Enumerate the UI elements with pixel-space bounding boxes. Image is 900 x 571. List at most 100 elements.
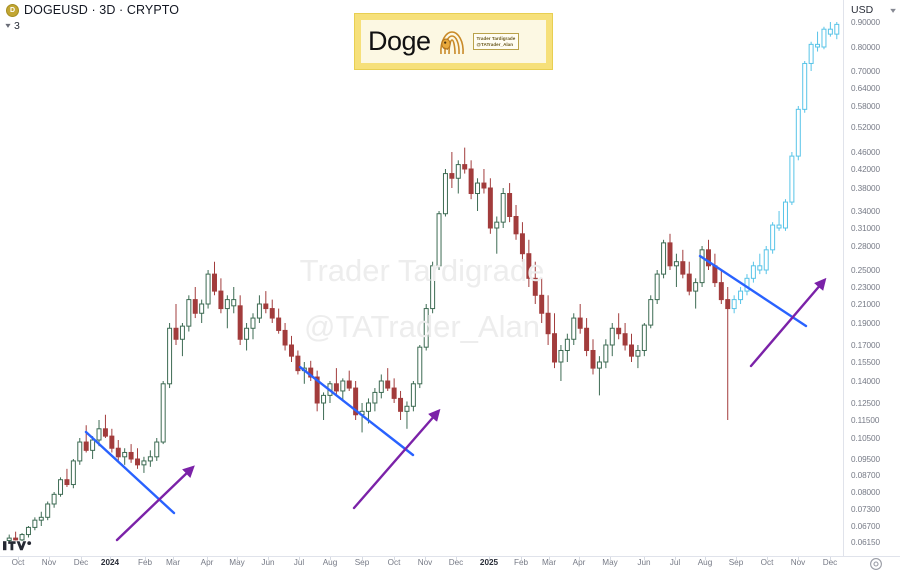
time-axis-label: Sep — [728, 558, 744, 567]
time-axis-label: Oct — [11, 558, 25, 567]
time-axis-label: Nov — [790, 558, 806, 567]
trendline[interactable] — [698, 254, 808, 328]
price-axis-label: 0.42000 — [851, 165, 880, 174]
trendline[interactable] — [298, 365, 415, 457]
price-axis-label: 0.58000 — [851, 102, 880, 111]
doge-banner: Doge Trader Tardigrade @TATrader_Alan — [354, 13, 553, 70]
time-axis-label: Feb — [137, 558, 153, 567]
time-axis-label: Apr — [200, 558, 214, 567]
time-axis-tick — [830, 557, 831, 560]
time-axis-tick — [675, 557, 676, 560]
time-axis-label: Apr — [572, 558, 586, 567]
time-axis-tick — [394, 557, 395, 560]
time-axis-tick — [549, 557, 550, 560]
time-axis-tick — [110, 557, 111, 560]
time-axis-label: Oct — [387, 558, 401, 567]
time-axis-label: Aug — [697, 558, 713, 567]
time-axis-label: 2024 — [100, 558, 120, 567]
time-axis-tick — [767, 557, 768, 560]
price-axis-label: 0.23000 — [851, 283, 880, 292]
currency-label: USD — [851, 4, 874, 16]
price-axis-label: 0.17000 — [851, 341, 880, 350]
time-axis-tick — [299, 557, 300, 560]
tradingview-logo[interactable] — [3, 539, 37, 553]
chart-plot-area[interactable] — [0, 0, 844, 557]
price-axis-label: 0.10500 — [851, 434, 880, 443]
price-axis-label: 0.06700 — [851, 522, 880, 531]
time-axis-tick — [145, 557, 146, 560]
interval-selector[interactable]: ▾ 3 — [5, 20, 20, 32]
time-axis-label: Dec — [73, 558, 89, 567]
breakout-arrow[interactable] — [749, 277, 827, 368]
price-axis[interactable]: USD ▾ 0.90000 0.80000 0.70000 0.64000 0.5800… — [843, 0, 900, 557]
interval-value: 3 — [14, 20, 20, 32]
price-axis-label: 0.14000 — [851, 377, 880, 386]
time-axis-tick — [579, 557, 580, 560]
time-axis-label: May — [602, 558, 618, 567]
time-axis-tick — [521, 557, 522, 560]
price-axis-label: 0.08000 — [851, 488, 880, 497]
time-axis-tick — [173, 557, 174, 560]
price-axis-label: 0.25000 — [851, 266, 880, 275]
price-axis-label: 0.34000 — [851, 207, 880, 216]
projection-candles — [731, 22, 840, 314]
time-axis-tick — [49, 557, 50, 560]
doge-tardigrade-icon — [437, 29, 467, 55]
time-axis-label: Oct — [760, 558, 774, 567]
doge-banner-inner: Doge Trader Tardigrade @TATrader_Alan — [360, 19, 547, 64]
chevron-down-icon[interactable]: ▾ — [890, 5, 896, 15]
time-axis-tick — [644, 557, 645, 560]
price-axis-label: 0.15500 — [851, 358, 880, 367]
time-axis-label: Feb — [513, 558, 529, 567]
badge-line-2: @TATrader_Alan — [476, 41, 514, 47]
price-axis-label: 0.07300 — [851, 505, 880, 514]
price-axis-label: 0.64000 — [851, 84, 880, 93]
time-axis-label: 2025 — [479, 558, 499, 567]
historical-candles — [6, 147, 731, 542]
time-axis-tick — [798, 557, 799, 560]
time-axis-tick — [736, 557, 737, 560]
time-axis-label: Mar — [165, 558, 181, 567]
price-axis-label: 0.52000 — [851, 123, 880, 132]
time-axis[interactable]: Oct Nov Dec 2024 Feb Mar Apr May Jun Jul Aug Sep Oct… — [0, 556, 900, 570]
price-axis-label: 0.46000 — [851, 148, 880, 157]
time-axis-tick — [456, 557, 457, 560]
chevron-down-icon: ▾ — [5, 21, 11, 30]
symbol-header[interactable]: D DOGEUSD · 3D · CRYPTO — [6, 3, 179, 17]
price-axis-label: 0.06150 — [851, 538, 880, 547]
price-axis-label: 0.70000 — [851, 67, 880, 76]
price-axis-header[interactable]: USD ▾ — [844, 2, 900, 18]
time-axis-tick — [610, 557, 611, 560]
price-axis-label: 0.31000 — [851, 224, 880, 233]
price-axis-label: 0.38000 — [851, 184, 880, 193]
time-axis-tick — [425, 557, 426, 560]
price-axis-label: 0.12500 — [851, 399, 880, 408]
time-axis-label: Dec — [448, 558, 464, 567]
time-axis-tick — [330, 557, 331, 560]
time-axis-tick — [81, 557, 82, 560]
time-axis-label: Jul — [293, 558, 305, 567]
chart-annotations[interactable] — [84, 254, 827, 542]
price-axis-label: 0.19000 — [851, 319, 880, 328]
trendline[interactable] — [84, 430, 176, 515]
price-axis-label: 0.09500 — [851, 455, 880, 464]
time-axis-label: Nov — [41, 558, 57, 567]
time-axis-tick — [489, 557, 490, 560]
time-axis-tick — [268, 557, 269, 560]
clock-settings-icon[interactable] — [869, 557, 883, 571]
time-axis-label: Jul — [669, 558, 681, 567]
time-axis-label: Jun — [637, 558, 651, 567]
doge-coin-icon: D — [6, 3, 19, 17]
time-axis-tick — [362, 557, 363, 560]
price-axis-label: 0.90000 — [851, 18, 880, 27]
breakout-arrow[interactable] — [115, 465, 195, 542]
time-axis-label: Mar — [541, 558, 557, 567]
time-axis-label: Nov — [417, 558, 433, 567]
time-axis-label: Sep — [354, 558, 370, 567]
badge-line-1: Trader Tardigrade — [476, 36, 516, 42]
time-axis-label: May — [229, 558, 245, 567]
time-axis-tick — [237, 557, 238, 560]
breakout-arrow[interactable] — [352, 408, 441, 510]
time-axis-label: Aug — [322, 558, 338, 567]
